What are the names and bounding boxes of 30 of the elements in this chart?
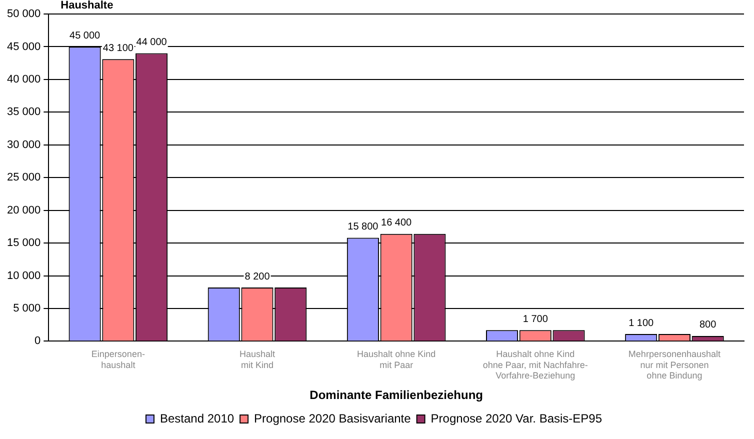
y-tick-label: 15 000: [6, 237, 41, 250]
y-tick-label: 40 000: [6, 73, 41, 86]
x-tick-label: Haushalt ohne Kind ohne Paar, mit Nachfahre- Vorfahre-Beziehung: [482, 349, 588, 381]
data-label: 44 000: [136, 37, 168, 48]
x-tick-label: Einpersonen- haushalt: [91, 349, 145, 370]
legend-label: Prognose 2020 Basisvariante: [254, 411, 412, 426]
x-tick-label: Haushalt ohne Kind mit Paar: [357, 349, 436, 370]
data-label: 1 100: [628, 318, 654, 329]
y-tick-label: 30 000: [6, 138, 41, 151]
y-tick-label: 45 000: [6, 40, 41, 53]
y-tick-label: 10 000: [6, 270, 41, 282]
y-axis-title: Haushalte: [60, 0, 114, 12]
x-axis-title: Dominante Familienbeziehung: [310, 388, 483, 402]
data-label: 15 800: [348, 222, 379, 233]
data-label: 43 100: [102, 42, 134, 54]
legend-label: Prognose 2020 Var. Basis-EP95: [430, 411, 602, 426]
data-label: 8 200: [244, 271, 270, 282]
y-tick-label: 20 000: [6, 204, 41, 216]
data-label: 1 700: [522, 314, 548, 325]
x-tick-label: Mehrpersonenhaushalt nur mit Personen ohne Bindung: [628, 349, 721, 381]
y-tick-label: 25 000: [6, 172, 41, 184]
data-label: 800: [700, 320, 717, 331]
data-label: 16 400: [381, 218, 412, 229]
data-label: 45 000: [70, 30, 101, 42]
y-tick-label: 0: [34, 335, 41, 348]
y-tick-label: 35 000: [6, 106, 41, 118]
y-tick-label: 50 000: [6, 8, 41, 20]
y-tick-label: 5 000: [13, 302, 41, 315]
x-tick-label: Haushalt mit Kind: [239, 349, 276, 370]
legend-label: Bestand 2010: [160, 411, 234, 426]
